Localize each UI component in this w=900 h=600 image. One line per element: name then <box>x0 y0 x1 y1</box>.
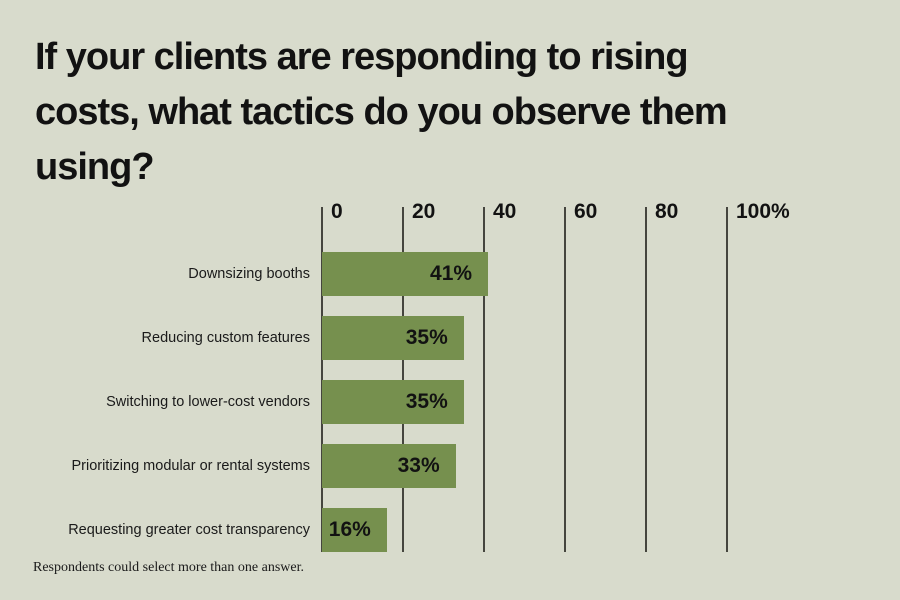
chart-title-line: costs, what tactics do you observe them <box>35 91 728 133</box>
category-label: Requesting greater cost transparency <box>68 522 310 538</box>
gridline <box>645 207 647 552</box>
bar: 35% <box>322 380 464 424</box>
bar-value-label: 35% <box>405 326 448 349</box>
axis-tick-label: 40 <box>493 200 517 223</box>
gridline <box>402 207 404 552</box>
axis-tick-label: 100% <box>736 200 790 223</box>
chart-title-line: using? <box>35 146 155 188</box>
gridline <box>321 207 323 552</box>
axis-tick-label: 80 <box>655 200 679 223</box>
category-label: Reducing custom features <box>141 330 310 346</box>
chart-title-line: If your clients are responding to rising <box>35 36 689 78</box>
bar: 33% <box>322 444 456 488</box>
axis-tick-label: 20 <box>412 200 436 223</box>
axis-tick-label: 60 <box>574 200 598 223</box>
gridline <box>726 207 728 552</box>
footnote: Respondents could select more than one a… <box>33 560 304 575</box>
bar-value-label: 41% <box>430 262 473 285</box>
category-label: Switching to lower-cost vendors <box>106 394 310 410</box>
chart-title: If your clients are responding to rising… <box>35 30 835 195</box>
axis-tick-label: 0 <box>331 200 343 223</box>
category-label: Prioritizing modular or rental systems <box>71 458 310 474</box>
bar: 41% <box>322 252 489 296</box>
bar-value-label: 35% <box>405 390 448 413</box>
gridline <box>564 207 566 552</box>
bar-value-label: 16% <box>328 518 371 541</box>
bar: 35% <box>322 316 464 360</box>
bar-value-label: 33% <box>397 454 440 477</box>
gridline <box>483 207 485 552</box>
bar: 16% <box>322 508 387 552</box>
category-label: Downsizing booths <box>188 266 310 282</box>
